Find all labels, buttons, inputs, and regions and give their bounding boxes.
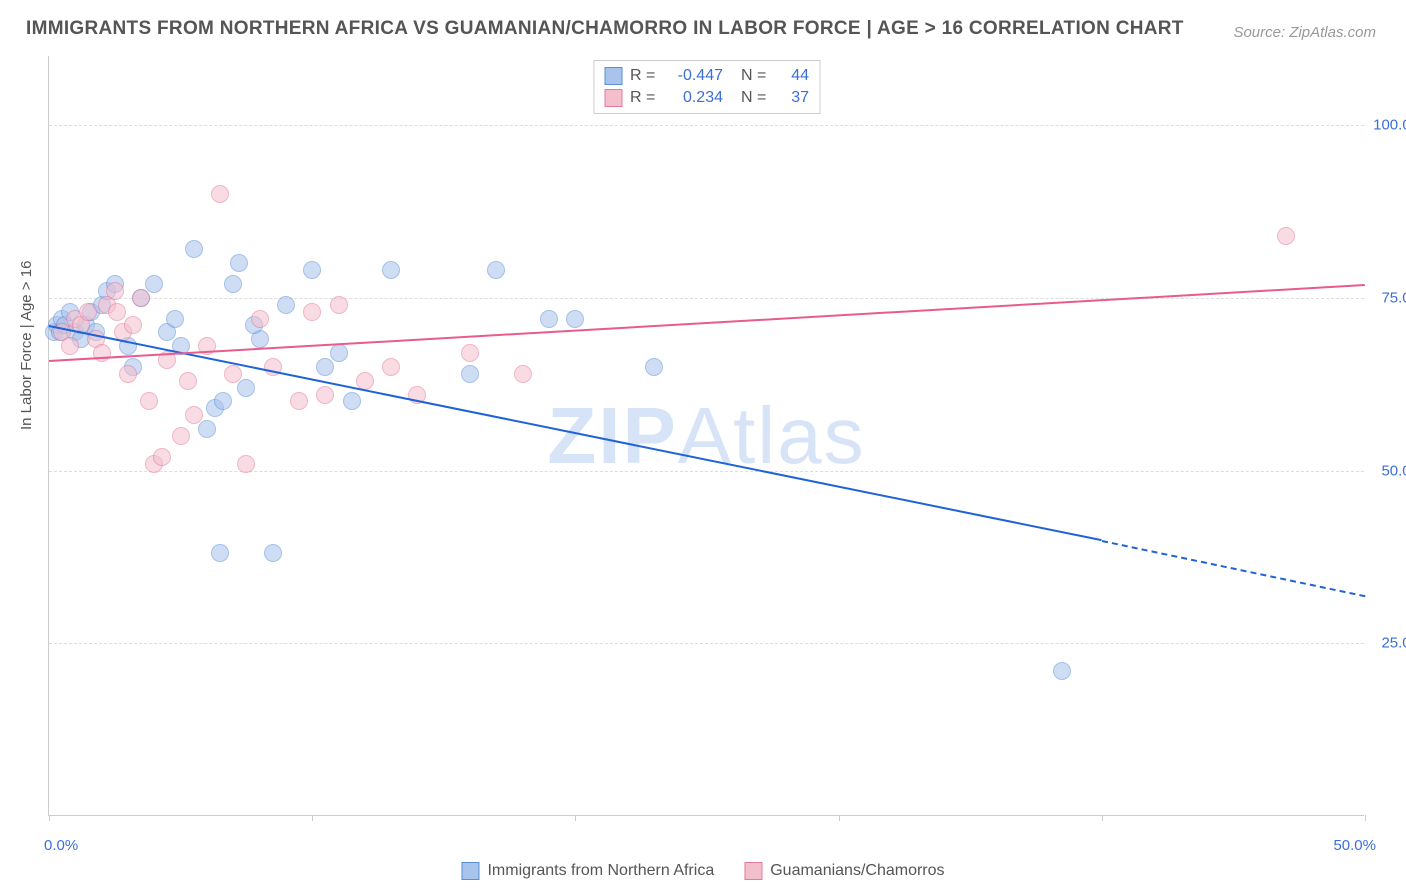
gridline xyxy=(49,643,1364,644)
scatter-point xyxy=(264,544,282,562)
plot-area: ZIPAtlas R =-0.447N =44R =0.234N =37 25.… xyxy=(48,56,1364,816)
scatter-point xyxy=(514,365,532,383)
scatter-point xyxy=(461,365,479,383)
scatter-point xyxy=(382,358,400,376)
legend-swatch xyxy=(604,67,622,85)
scatter-point xyxy=(211,544,229,562)
x-tick-max: 50.0% xyxy=(1333,837,1376,854)
scatter-point xyxy=(540,310,558,328)
scatter-point xyxy=(330,296,348,314)
r-label: R = xyxy=(630,67,660,85)
scatter-point xyxy=(1277,227,1295,245)
scatter-point xyxy=(303,261,321,279)
scatter-point xyxy=(566,310,584,328)
legend-series-item: Guamanians/Chamorros xyxy=(744,862,944,880)
scatter-point xyxy=(79,303,97,321)
scatter-point xyxy=(303,303,321,321)
chart-title: IMMIGRANTS FROM NORTHERN AFRICA VS GUAMA… xyxy=(26,18,1184,40)
legend-series-item: Immigrants from Northern Africa xyxy=(461,862,714,880)
scatter-point xyxy=(119,365,137,383)
scatter-point xyxy=(237,379,255,397)
trend-line xyxy=(1102,540,1366,597)
scatter-point xyxy=(106,282,124,300)
legend-swatch xyxy=(744,862,762,880)
scatter-point xyxy=(343,392,361,410)
r-value: -0.447 xyxy=(668,67,723,85)
scatter-point xyxy=(645,358,663,376)
watermark-bold: ZIP xyxy=(547,391,677,480)
x-tick-min: 0.0% xyxy=(44,837,78,854)
scatter-point xyxy=(145,275,163,293)
source-attribution: Source: ZipAtlas.com xyxy=(1233,24,1376,41)
r-label: R = xyxy=(630,89,660,107)
scatter-point xyxy=(461,344,479,362)
scatter-point xyxy=(487,261,505,279)
scatter-point xyxy=(179,372,197,390)
scatter-point xyxy=(153,448,171,466)
scatter-point xyxy=(185,406,203,424)
scatter-point xyxy=(316,386,334,404)
scatter-point xyxy=(93,344,111,362)
legend-series-label: Guamanians/Chamorros xyxy=(770,862,944,880)
legend-series-label: Immigrants from Northern Africa xyxy=(487,862,714,880)
y-tick-label: 100.0% xyxy=(1369,117,1406,134)
scatter-point xyxy=(214,392,232,410)
y-tick-label: 75.0% xyxy=(1369,289,1406,306)
scatter-point xyxy=(140,392,158,410)
scatter-point xyxy=(382,261,400,279)
scatter-point xyxy=(108,303,126,321)
legend-stat-row: R = -0.447 N = 44 xyxy=(604,65,809,87)
n-value: 44 xyxy=(779,67,809,85)
scatter-point xyxy=(211,185,229,203)
scatter-point xyxy=(251,310,269,328)
scatter-point xyxy=(230,254,248,272)
x-tick xyxy=(312,815,313,821)
series-legend: Immigrants from Northern Africa Guamanian… xyxy=(461,862,944,880)
x-tick xyxy=(49,815,50,821)
y-tick-label: 25.0% xyxy=(1369,635,1406,652)
scatter-point xyxy=(172,427,190,445)
x-tick xyxy=(575,815,576,821)
scatter-point xyxy=(61,337,79,355)
n-value: 37 xyxy=(779,89,809,107)
scatter-point xyxy=(1053,662,1071,680)
scatter-point xyxy=(185,240,203,258)
gridline xyxy=(49,125,1364,126)
x-tick xyxy=(1365,815,1366,821)
scatter-point xyxy=(132,289,150,307)
legend-swatch xyxy=(461,862,479,880)
scatter-point xyxy=(277,296,295,314)
n-label: N = xyxy=(741,67,771,85)
scatter-point xyxy=(124,316,142,334)
n-label: N = xyxy=(741,89,771,107)
scatter-point xyxy=(316,358,334,376)
gridline xyxy=(49,298,1364,299)
scatter-point xyxy=(198,420,216,438)
scatter-point xyxy=(166,310,184,328)
legend-swatch xyxy=(604,89,622,107)
scatter-point xyxy=(224,275,242,293)
scatter-point xyxy=(224,365,242,383)
scatter-point xyxy=(330,344,348,362)
correlation-legend: R = -0.447 N = 44 R = 0.234 N = 37 xyxy=(593,60,820,114)
x-tick xyxy=(839,815,840,821)
scatter-point xyxy=(237,455,255,473)
y-tick-label: 50.0% xyxy=(1369,462,1406,479)
legend-stat-row: R = 0.234 N = 37 xyxy=(604,87,809,109)
watermark-thin: Atlas xyxy=(678,391,866,480)
y-axis-label: In Labor Force | Age > 16 xyxy=(18,261,35,430)
scatter-point xyxy=(290,392,308,410)
x-tick xyxy=(1102,815,1103,821)
r-value: 0.234 xyxy=(668,89,723,107)
